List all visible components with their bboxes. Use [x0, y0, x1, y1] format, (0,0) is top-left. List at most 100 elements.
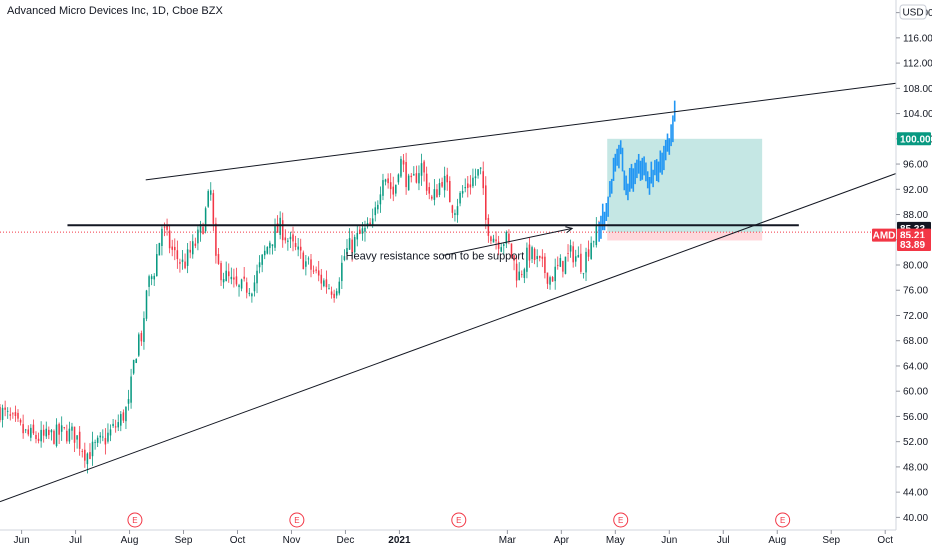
candle-body	[166, 225, 168, 230]
earnings-marker[interactable]	[613, 512, 629, 528]
candle-body	[418, 173, 420, 184]
candle-body	[274, 226, 276, 248]
candle-body	[454, 213, 456, 215]
price-tick-label: 112.00	[903, 59, 932, 70]
candle-body	[410, 175, 413, 178]
time-tick-label: May	[606, 535, 625, 546]
candle-body	[500, 247, 502, 252]
candle-body	[238, 285, 240, 288]
candle-body	[356, 232, 359, 240]
candle-body	[536, 256, 538, 259]
candle-body	[590, 242, 592, 259]
candle-body	[6, 410, 9, 412]
projection-bars	[598, 100, 676, 242]
candle-body	[302, 252, 305, 270]
candle-body	[55, 424, 58, 447]
candle-body	[446, 174, 448, 183]
candle-body	[276, 223, 279, 233]
candle-body	[472, 177, 474, 187]
candle-body	[1, 407, 4, 420]
price-tick-label: 72.00	[903, 311, 928, 322]
candle-body	[562, 261, 564, 272]
price-tick-label: 80.00	[903, 261, 928, 272]
candle-body	[148, 276, 150, 287]
earnings-marker-label: E	[456, 516, 461, 525]
time-tick-label: Aug	[121, 535, 139, 546]
candle-body	[127, 399, 130, 404]
candle-body	[343, 256, 346, 261]
candle-body	[449, 180, 451, 203]
candle-body	[143, 318, 145, 342]
currency-badge[interactable]: USD	[899, 4, 927, 20]
price-tick-label: 60.00	[903, 387, 928, 398]
candle-body	[505, 231, 508, 244]
candle-body	[104, 438, 107, 445]
candle-body	[556, 264, 559, 266]
candle-body	[487, 217, 490, 236]
upper-trendline-line[interactable]	[145, 82, 897, 181]
candle-body	[240, 279, 243, 289]
candle-body	[333, 293, 335, 299]
time-tick-label: Apr	[554, 535, 570, 546]
candle-body	[184, 261, 186, 269]
candle-body	[45, 428, 48, 437]
candle-body	[515, 263, 518, 281]
candle-body	[194, 243, 197, 246]
candle-body	[567, 253, 569, 254]
candle-body	[518, 271, 520, 280]
price-tick-label: 88.00	[903, 210, 928, 221]
candle-body	[73, 426, 76, 443]
time-axis[interactable]: Jun Jul Aug Sep Oct Nov Dec 2021 Mar Apr May Jun Jul…	[0, 529, 896, 546]
candle-body	[202, 226, 204, 235]
candle-body	[12, 413, 14, 415]
candle-body	[533, 248, 536, 261]
time-tick-label: Dec	[337, 535, 355, 546]
drawn-lines	[0, 82, 897, 503]
candle-body	[587, 249, 590, 257]
candle-body	[569, 245, 572, 252]
earnings-marker[interactable]	[289, 512, 305, 528]
candle-body	[261, 254, 263, 265]
candle-body	[220, 263, 222, 281]
symbol-badge-text: AMD	[873, 231, 896, 242]
candle-body	[341, 262, 343, 282]
candle-body	[50, 430, 53, 433]
candle-body	[387, 178, 389, 184]
candle-body	[230, 276, 233, 280]
candle-body	[297, 246, 299, 250]
price-badge-text: 85.21	[900, 231, 925, 242]
candle-body	[436, 189, 438, 198]
candle-body	[379, 194, 382, 205]
price-tick-label: 48.00	[903, 462, 928, 473]
candle-body	[361, 228, 364, 234]
symbol-badge	[872, 228, 896, 242]
candle-body	[580, 253, 582, 272]
earnings-marker[interactable]	[127, 512, 143, 528]
candle-body	[464, 187, 466, 189]
candle-body	[179, 262, 181, 264]
candle-body	[78, 431, 81, 449]
earnings-marker-label: E	[132, 516, 137, 525]
candle-body	[168, 230, 171, 249]
earnings-marker-label: E	[780, 516, 785, 525]
candle-body	[192, 241, 194, 255]
candle-body	[158, 242, 161, 256]
time-tick-label: Jun	[661, 535, 677, 546]
candle-body	[428, 187, 431, 194]
candle-body	[325, 279, 328, 288]
candle-body	[287, 240, 289, 242]
candle-body	[109, 429, 112, 436]
candle-body	[235, 276, 238, 285]
candle-body	[243, 276, 245, 279]
annotation-arrow-line[interactable]	[442, 227, 573, 257]
candle-body	[413, 174, 415, 176]
earnings-marker[interactable]	[451, 512, 467, 528]
candle-body	[564, 256, 567, 274]
candle-body	[86, 453, 89, 465]
earnings-marker[interactable]	[775, 512, 791, 528]
candle-body	[40, 429, 42, 442]
candle-body	[431, 196, 433, 199]
lower-trendline-line[interactable]	[0, 173, 897, 503]
candle-body	[377, 204, 379, 210]
price-badge	[897, 132, 931, 146]
